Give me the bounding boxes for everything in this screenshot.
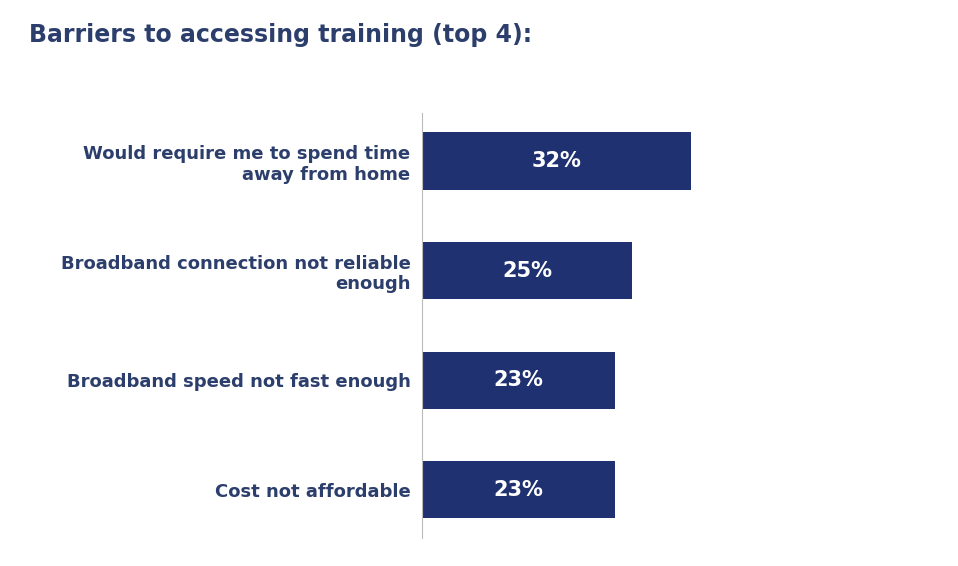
Bar [422,461,615,518]
Text: 32%: 32% [532,151,582,171]
Text: 23%: 23% [493,370,543,391]
Text: 25%: 25% [502,260,552,281]
Bar [422,351,615,409]
Text: 23%: 23% [493,480,543,500]
Bar [422,242,632,299]
Bar [422,132,692,190]
Text: Barriers to accessing training (top 4):: Barriers to accessing training (top 4): [29,23,532,46]
